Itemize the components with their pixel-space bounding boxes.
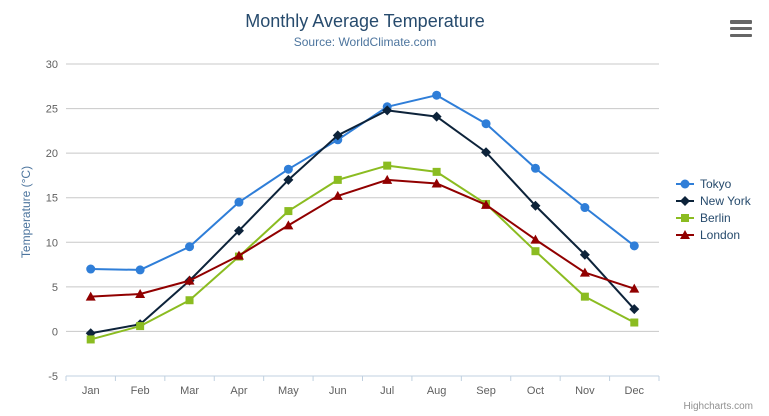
hamburger-bar xyxy=(730,26,752,31)
x-axis-tick-label: Oct xyxy=(527,385,544,397)
data-point-london[interactable] xyxy=(629,283,640,293)
data-point-london[interactable] xyxy=(135,288,146,298)
x-axis-tick-label: Jan xyxy=(82,385,100,397)
x-axis-tick-label: Aug xyxy=(427,385,447,397)
x-axis-tick-label: Jul xyxy=(380,385,394,397)
data-point-berlin[interactable] xyxy=(333,175,342,184)
legend-marker-shape xyxy=(680,179,690,188)
data-point-berlin[interactable] xyxy=(630,318,639,327)
data-point-london[interactable] xyxy=(85,291,96,301)
data-point-london[interactable] xyxy=(481,199,492,209)
data-point-berlin[interactable] xyxy=(383,161,392,170)
x-axis-tick-label: Apr xyxy=(230,385,247,397)
data-point-london[interactable] xyxy=(332,190,343,200)
data-point-london[interactable] xyxy=(184,275,195,285)
x-axis-tick-label: Nov xyxy=(575,385,595,397)
data-point-london[interactable] xyxy=(283,220,294,230)
credits-link[interactable]: Highcharts.com xyxy=(683,401,753,412)
hamburger-bar xyxy=(730,33,752,37)
tokyo-series-marker-icon xyxy=(676,179,694,188)
data-point-new-york[interactable] xyxy=(233,225,244,236)
data-point-london[interactable] xyxy=(233,250,244,260)
data-point-tokyo[interactable] xyxy=(432,90,442,100)
x-axis-tick-label: Dec xyxy=(625,385,645,397)
y-axis-tick-label: 10 xyxy=(46,237,58,249)
data-point-new-york[interactable] xyxy=(283,174,294,185)
series-line-london xyxy=(89,178,636,298)
y-axis-title: Temperature (°C) xyxy=(19,165,33,259)
data-point-new-york[interactable] xyxy=(629,304,640,315)
data-point-new-york[interactable] xyxy=(579,249,590,260)
x-axis-tick-label: Feb xyxy=(131,385,150,397)
y-axis-tick-label: -5 xyxy=(48,371,58,383)
data-point-new-york[interactable] xyxy=(431,111,442,122)
data-point-new-york[interactable] xyxy=(382,105,393,116)
data-point-tokyo[interactable] xyxy=(580,203,590,213)
data-point-new-york[interactable] xyxy=(530,200,541,211)
data-point-new-york[interactable] xyxy=(332,130,343,141)
legend-label: New York xyxy=(700,193,751,208)
data-point-berlin[interactable] xyxy=(284,207,293,216)
legend-label: Tokyo xyxy=(700,176,732,191)
data-point-berlin[interactable] xyxy=(531,247,540,256)
legend-item-new-york[interactable]: New York xyxy=(675,192,751,209)
x-axis-tick-label: Mar xyxy=(180,385,199,397)
y-axis-tick-label: 5 xyxy=(52,282,58,294)
x-axis-tick-label: May xyxy=(278,385,299,397)
data-point-berlin[interactable] xyxy=(580,292,589,301)
data-point-london[interactable] xyxy=(382,174,393,184)
y-axis-tick-label: 25 xyxy=(46,104,58,116)
data-point-tokyo[interactable] xyxy=(234,197,244,207)
hamburger-menu-icon[interactable] xyxy=(730,20,752,37)
x-axis-tick-label: Sep xyxy=(476,385,496,397)
legend-label: London xyxy=(700,227,741,242)
data-point-tokyo[interactable] xyxy=(135,265,145,275)
series-line-berlin xyxy=(89,164,636,341)
data-point-new-york[interactable] xyxy=(481,147,492,158)
data-point-berlin[interactable] xyxy=(185,296,194,305)
data-point-tokyo[interactable] xyxy=(185,242,195,252)
legend: Tokyo New York Berlin London xyxy=(675,175,751,243)
legend-marker-shape xyxy=(681,213,689,222)
series-line-new-york xyxy=(89,109,636,335)
x-axis-tick-label: Jun xyxy=(329,385,347,397)
data-point-london[interactable] xyxy=(579,267,590,277)
series-line-tokyo xyxy=(89,94,636,271)
new-york-series-marker-icon xyxy=(676,195,694,206)
data-point-berlin[interactable] xyxy=(86,335,95,344)
data-point-tokyo[interactable] xyxy=(86,264,96,274)
berlin-series-marker-icon xyxy=(676,213,694,222)
y-axis-tick-label: 20 xyxy=(46,148,58,160)
legend-label: Berlin xyxy=(700,210,731,225)
legend-item-berlin[interactable]: Berlin xyxy=(675,209,751,226)
chart-subtitle: Source: WorldClimate.com xyxy=(293,35,437,49)
y-axis-tick-label: 0 xyxy=(52,326,58,338)
legend-marker-shape xyxy=(680,195,690,206)
data-point-tokyo[interactable] xyxy=(629,241,639,251)
legend-item-tokyo[interactable]: Tokyo xyxy=(675,175,751,192)
y-axis-tick-label: 15 xyxy=(46,193,58,205)
data-point-tokyo[interactable] xyxy=(481,119,491,129)
data-point-berlin[interactable] xyxy=(432,167,441,176)
london-series-marker-icon xyxy=(676,229,694,239)
hamburger-bar xyxy=(730,20,752,24)
y-axis-tick-label: 30 xyxy=(46,59,58,71)
legend-marker-shape xyxy=(680,229,690,239)
legend-item-london[interactable]: London xyxy=(675,226,751,243)
data-point-london[interactable] xyxy=(431,178,442,188)
data-point-berlin[interactable] xyxy=(136,322,145,331)
chart-title: Monthly Average Temperature xyxy=(245,11,485,31)
data-point-london[interactable] xyxy=(530,234,541,244)
data-point-tokyo[interactable] xyxy=(283,164,293,174)
data-point-tokyo[interactable] xyxy=(530,163,540,173)
